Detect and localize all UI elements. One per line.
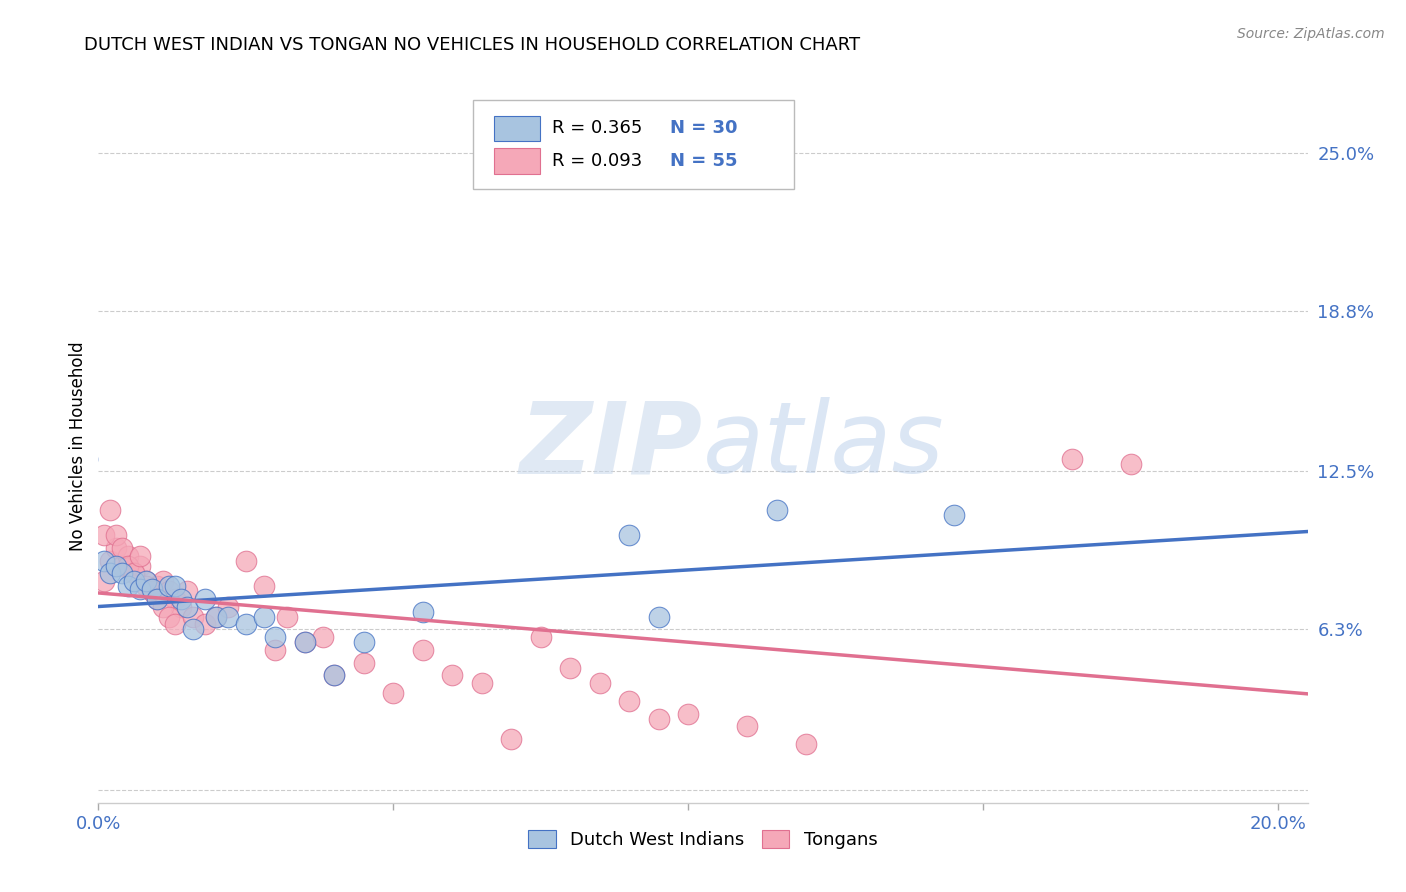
Point — [170, 599, 193, 614]
Point — [294, 635, 316, 649]
Point — [128, 558, 150, 573]
Point — [111, 541, 134, 555]
Point — [165, 579, 187, 593]
Point — [648, 609, 671, 624]
Point — [311, 630, 333, 644]
Point — [235, 617, 257, 632]
Point — [181, 609, 204, 624]
Legend: Dutch West Indians, Tongans: Dutch West Indians, Tongans — [519, 821, 887, 858]
Point — [105, 528, 128, 542]
Point — [105, 558, 128, 573]
Point — [157, 579, 180, 593]
Point — [619, 694, 641, 708]
Point — [157, 609, 180, 624]
Point — [152, 599, 174, 614]
Point — [194, 591, 217, 606]
Text: N = 30: N = 30 — [671, 120, 738, 137]
Point — [353, 635, 375, 649]
Point — [194, 617, 217, 632]
Point — [141, 584, 163, 599]
Point — [735, 719, 758, 733]
Point — [264, 630, 287, 644]
Point — [1060, 451, 1083, 466]
Point — [217, 599, 239, 614]
Point — [76, 451, 98, 466]
Point — [252, 609, 274, 624]
Point — [170, 591, 193, 606]
Point — [264, 643, 287, 657]
Point — [678, 706, 700, 721]
Point — [619, 528, 641, 542]
Point — [141, 582, 163, 596]
Point — [176, 599, 198, 614]
Point — [98, 502, 121, 516]
Point — [122, 566, 145, 581]
Point — [93, 528, 115, 542]
Point — [589, 676, 612, 690]
Point — [128, 549, 150, 563]
Point — [276, 609, 298, 624]
Point — [648, 712, 671, 726]
Point — [146, 579, 169, 593]
Text: R = 0.365: R = 0.365 — [551, 120, 643, 137]
Point — [117, 579, 139, 593]
Point — [205, 609, 228, 624]
Point — [794, 737, 817, 751]
Y-axis label: No Vehicles in Household: No Vehicles in Household — [69, 341, 87, 551]
Text: atlas: atlas — [703, 398, 945, 494]
Point — [1119, 457, 1142, 471]
Text: ZIP: ZIP — [520, 398, 703, 494]
Point — [111, 566, 134, 581]
Point — [122, 574, 145, 588]
Point — [560, 661, 582, 675]
Point — [146, 591, 169, 606]
Text: DUTCH WEST INDIAN VS TONGAN NO VEHICLES IN HOUSEHOLD CORRELATION CHART: DUTCH WEST INDIAN VS TONGAN NO VEHICLES … — [84, 36, 860, 54]
Point — [146, 591, 169, 606]
Point — [122, 566, 145, 581]
Point — [765, 502, 787, 516]
Point — [471, 676, 494, 690]
Point — [135, 574, 157, 588]
FancyBboxPatch shape — [474, 100, 793, 189]
Point — [530, 630, 553, 644]
Point — [382, 686, 405, 700]
Point — [205, 609, 228, 624]
Point — [98, 554, 121, 568]
Point — [105, 541, 128, 555]
Point — [252, 579, 274, 593]
Point — [412, 605, 434, 619]
Point — [353, 656, 375, 670]
Point — [141, 584, 163, 599]
Text: R = 0.093: R = 0.093 — [551, 153, 643, 170]
Point — [412, 643, 434, 657]
Point — [128, 582, 150, 596]
Point — [323, 668, 346, 682]
Point — [152, 574, 174, 588]
Point — [135, 579, 157, 593]
FancyBboxPatch shape — [494, 148, 540, 174]
Point — [117, 549, 139, 563]
Point — [93, 574, 115, 588]
Point — [176, 584, 198, 599]
Text: Source: ZipAtlas.com: Source: ZipAtlas.com — [1237, 27, 1385, 41]
Point — [441, 668, 464, 682]
Text: N = 55: N = 55 — [671, 153, 738, 170]
Point — [165, 591, 187, 606]
Point — [111, 558, 134, 573]
Point — [235, 554, 257, 568]
Point — [501, 732, 523, 747]
Point — [181, 623, 204, 637]
Point — [942, 508, 965, 522]
Point — [117, 558, 139, 573]
Point — [135, 574, 157, 588]
Point — [98, 566, 121, 581]
Point — [217, 609, 239, 624]
FancyBboxPatch shape — [494, 116, 540, 141]
Point — [323, 668, 346, 682]
Point — [157, 584, 180, 599]
Point — [294, 635, 316, 649]
Point — [165, 617, 187, 632]
Point — [93, 554, 115, 568]
